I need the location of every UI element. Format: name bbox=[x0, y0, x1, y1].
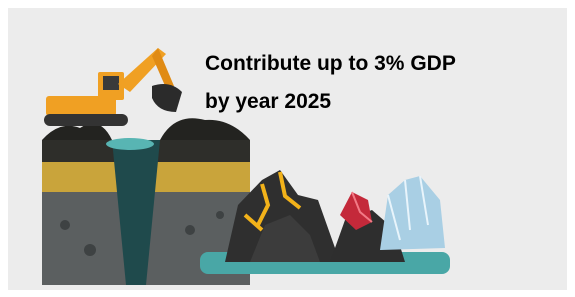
page: Contribute up to 3% GDP by year 2025 (()… bbox=[0, 0, 575, 297]
excavator-window bbox=[103, 76, 119, 90]
pebble bbox=[84, 244, 96, 256]
pebble bbox=[216, 211, 224, 219]
pebble bbox=[185, 225, 195, 235]
headline-line: by year 2025 bbox=[205, 90, 331, 113]
pebble bbox=[60, 220, 70, 230]
infographic: Contribute up to 3% GDP by year 2025 bbox=[0, 0, 575, 297]
water bbox=[106, 138, 154, 150]
headline-line: Contribute up to 3% GDP bbox=[205, 52, 456, 75]
excavator-track bbox=[44, 114, 128, 126]
